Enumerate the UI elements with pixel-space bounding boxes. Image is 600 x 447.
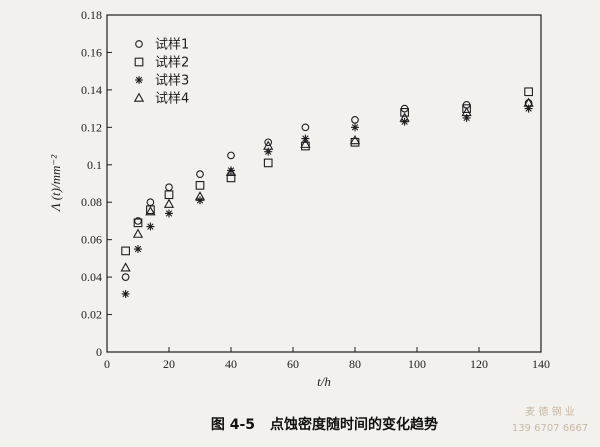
legend-marker-series-2 bbox=[134, 57, 144, 67]
x-tick-label: 40 bbox=[225, 357, 237, 371]
data-points bbox=[120, 87, 534, 298]
x-tick-label: 120 bbox=[470, 357, 488, 371]
y-tick-label: 0.16 bbox=[81, 45, 102, 59]
data-point-series-4 bbox=[120, 262, 131, 272]
data-point-series-4 bbox=[523, 97, 534, 107]
y-tick-label: 0.02 bbox=[81, 308, 102, 322]
data-point-series-4 bbox=[349, 134, 361, 145]
data-point-series-3 bbox=[524, 104, 533, 113]
data-point-series-4 bbox=[225, 166, 237, 177]
data-point-series-1 bbox=[351, 115, 359, 124]
legend-label-series-4: 试样4 bbox=[155, 92, 189, 107]
x-tick-label: 140 bbox=[532, 357, 550, 371]
x-tick-label: 100 bbox=[408, 357, 426, 371]
data-point-series-1 bbox=[301, 123, 310, 132]
data-point-series-1 bbox=[165, 183, 173, 192]
legend-label-series-2: 试样2 bbox=[155, 56, 189, 71]
data-point-series-2 bbox=[146, 205, 155, 215]
axis-ticks: 0 20 40 60 80 100 120 140 0 0.02 0.04 0.06 0.08 0.1 0.… bbox=[81, 8, 550, 371]
x-axis-label: t/h bbox=[317, 374, 331, 389]
x-tick-label: 20 bbox=[163, 357, 175, 371]
data-point-series-1 bbox=[264, 138, 273, 147]
data-point-series-3 bbox=[351, 123, 359, 132]
data-point-series-2 bbox=[195, 181, 205, 190]
data-point-series-3 bbox=[121, 289, 130, 298]
figure-caption-title: 点蚀密度随时间的变化趋势 bbox=[270, 416, 438, 433]
data-point-series-2 bbox=[524, 87, 533, 97]
data-point-series-2 bbox=[133, 218, 143, 228]
y-tick-label: 0.14 bbox=[81, 83, 102, 97]
data-point-series-4 bbox=[132, 228, 144, 238]
y-tick-label: 0.06 bbox=[81, 233, 102, 247]
plot-frame bbox=[106, 14, 542, 353]
data-point-series-3 bbox=[134, 245, 142, 254]
legend-label-series-3: 试样3 bbox=[155, 74, 189, 89]
legend-marker-series-3 bbox=[135, 76, 143, 84]
data-point-series-2 bbox=[263, 158, 273, 168]
data-point-series-3 bbox=[264, 147, 273, 156]
y-tick-label: 0.08 bbox=[81, 195, 102, 209]
data-point-series-4 bbox=[163, 198, 175, 208]
watermark-company: 麦 德 钢 业 bbox=[525, 405, 575, 418]
watermark-phone: 139 6707 6667 bbox=[512, 423, 588, 434]
y-tick-label: 0.18 bbox=[81, 8, 102, 22]
data-point-series-2 bbox=[350, 137, 360, 147]
data-point-series-3 bbox=[227, 166, 235, 175]
legend-marker-series-4 bbox=[133, 92, 145, 102]
x-tick-label: 0 bbox=[104, 357, 110, 371]
legend-marker-series-1 bbox=[135, 40, 143, 48]
data-point-series-3 bbox=[146, 222, 155, 231]
data-point-series-2 bbox=[462, 104, 471, 113]
data-point-series-2 bbox=[121, 246, 130, 256]
data-point-series-4 bbox=[399, 112, 410, 122]
data-point-series-1 bbox=[196, 170, 204, 178]
data-point-series-4 bbox=[263, 140, 274, 150]
data-point-series-3 bbox=[165, 209, 173, 218]
x-tick-label: 60 bbox=[287, 357, 299, 371]
y-tick-label: 0 bbox=[96, 345, 102, 359]
y-axis-label: Λ (t)/mm⁻² bbox=[48, 154, 63, 213]
legend-label-series-1: 试样1 bbox=[155, 38, 189, 53]
data-point-series-4 bbox=[461, 106, 472, 117]
y-tick-label: 0.1 bbox=[87, 158, 102, 172]
data-point-series-1 bbox=[227, 151, 235, 160]
data-point-series-3 bbox=[462, 113, 471, 122]
legend: 试样1 试样2 试样3 试样4 bbox=[133, 38, 189, 107]
data-point-series-4 bbox=[194, 191, 206, 201]
data-point-series-1 bbox=[121, 273, 130, 281]
data-point-series-4 bbox=[300, 138, 311, 148]
data-point-series-2 bbox=[301, 141, 310, 151]
x-tick-label: 80 bbox=[349, 357, 361, 371]
figure-caption-label: 图 4-5 bbox=[211, 417, 255, 433]
data-point-series-2 bbox=[164, 190, 174, 200]
y-tick-label: 0.04 bbox=[81, 270, 102, 284]
data-point-series-3 bbox=[301, 134, 310, 143]
data-point-series-4 bbox=[145, 206, 156, 216]
y-tick-label: 0.12 bbox=[81, 120, 102, 134]
data-point-series-2 bbox=[400, 108, 409, 117]
data-point-series-1 bbox=[146, 198, 155, 207]
